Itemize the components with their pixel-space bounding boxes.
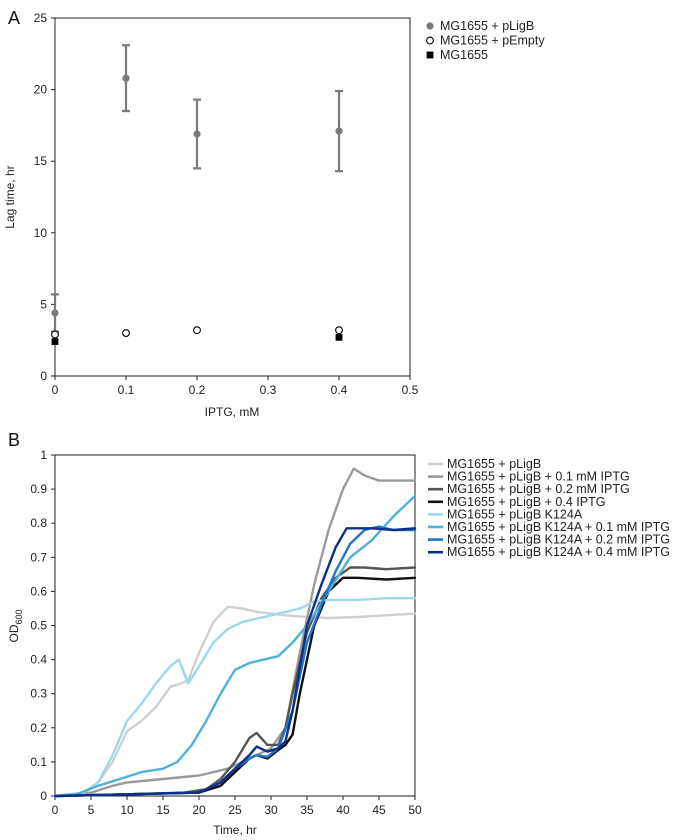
data-point-mg1655 (51, 338, 59, 346)
panel-b-y-axis-label: OD600 (7, 609, 24, 642)
panel-a-y-tick-label: 0 (40, 369, 47, 383)
growth-curve-series-4 (53, 576, 417, 798)
panel-b-x-tick-label: 10 (120, 803, 134, 817)
growth-curve-series-2 (53, 467, 417, 798)
panel-a-y-tick-label: 25 (34, 11, 48, 25)
panel-b-x-tick-label: 5 (88, 803, 95, 817)
panel-a-y-tick-label: 20 (34, 83, 48, 97)
growth-curve-series-6 (53, 494, 417, 798)
legend-label: MG1655 + pLigB K124A + 0.4 mM IPTG (447, 545, 670, 559)
panel-a-y-ticks: 0 5 10 15 20 25 (34, 11, 55, 383)
legend-label: MG1655 + pLigB K124A + 0.1 mM IPTG (447, 520, 670, 534)
data-point-pempty (51, 330, 59, 339)
panel-a-x-tick-label: 0.4 (331, 383, 348, 397)
legend-marker-filled-square (426, 51, 434, 59)
data-point-pempty (122, 329, 130, 337)
legend-label: MG1655 + pLigB K124A (447, 507, 583, 521)
panel-a-x-ticks: 0 0.1 0.2 0.3 0.4 0.5 (52, 376, 419, 397)
panel-b-y-tick-label: 0.2 (30, 721, 47, 735)
panel-a-data (51, 44, 343, 346)
panel-b-y-tick-label: 0.6 (30, 584, 47, 598)
panel-a-y-axis-label: Lag time, hr (3, 165, 17, 228)
panel-b-y-tick-label: 0 (40, 789, 47, 803)
panel-a-y-tick-label: 10 (34, 226, 48, 240)
panel-b-y-tick-label: 0.7 (30, 550, 47, 564)
panel-a-x-tick-label: 0.3 (260, 383, 277, 397)
panel-a-x-tick-label: 0.2 (189, 383, 206, 397)
panel-b-data (53, 467, 417, 798)
panel-b-y-tick-label: 0.3 (30, 687, 47, 701)
data-point-pempty (335, 326, 343, 335)
legend-label: MG1655 + pEmpty (440, 34, 545, 48)
legend-label: MG1655 + pLigB + 0.4 IPTG (447, 495, 605, 509)
panel-a: A 0 0.1 0.2 0.3 0.4 0.5 0 5 10 15 20 25 IPTG, mM L… (3, 8, 545, 419)
panel-a-x-tick-label: 0.5 (402, 383, 419, 397)
panel-a-letter: A (8, 8, 20, 28)
panel-a-x-axis-label: IPTG, mM (205, 405, 260, 419)
data-point-pligb (193, 130, 201, 138)
panel-b-y-tick-label: 0.8 (30, 516, 47, 530)
panel-a-plot-frame (54, 17, 411, 377)
panel-a-x-tick-label: 0 (52, 383, 59, 397)
data-point-pligb (335, 127, 343, 135)
panel-b-x-axis-label: Time, hr (213, 823, 257, 837)
panel-b-x-ticks: 0 5 10 15 20 25 30 35 40 45 50 (52, 796, 422, 817)
panel-a-y-tick-label: 5 (40, 297, 47, 311)
panel-a-y-tick-label: 15 (34, 154, 48, 168)
panel-b-x-tick-label: 30 (264, 803, 278, 817)
data-point-pligb (51, 309, 59, 317)
panel-b-y-tick-label: 0.9 (30, 482, 47, 496)
panel-b-x-tick-label: 20 (192, 803, 206, 817)
legend-label: MG1655 + pLigB + 0.2 mM IPTG (447, 482, 630, 496)
data-point-pempty (193, 326, 201, 335)
panel-b-x-tick-label: 45 (372, 803, 386, 817)
panel-a-x-tick-label: 0.1 (118, 383, 135, 397)
panel-b-x-tick-label: 25 (228, 803, 242, 817)
panel-b-x-tick-label: 35 (300, 803, 314, 817)
panel-b-x-tick-label: 50 (408, 803, 422, 817)
panel-b-y-axis-label-main: OD (7, 624, 21, 642)
panel-b-y-tick-label: 0.4 (30, 653, 47, 667)
legend-label: MG1655 + pLigB (440, 19, 534, 33)
legend-label: MG1655 (440, 48, 488, 62)
panel-b-letter: B (8, 430, 20, 450)
data-point-pligb (122, 74, 130, 82)
panel-b-y-tick-label: 0.5 (30, 619, 47, 633)
panel-b-y-tick-label: 1 (40, 448, 47, 462)
legend-marker-open-circle (426, 36, 434, 45)
legend-marker-filled-circle (426, 22, 434, 30)
panel-b-x-tick-label: 15 (156, 803, 170, 817)
legend-label: MG1655 + pLigB (447, 457, 541, 471)
data-point-mg1655 (335, 333, 343, 341)
legend-label: MG1655 + pLigB + 0.1 mM IPTG (447, 470, 630, 484)
panel-b-y-ticks: 0 0.1 0.2 0.3 0.4 0.5 0.6 0.7 0.8 0.9 1 (30, 448, 55, 803)
panel-b-x-tick-label: 40 (336, 803, 350, 817)
panel-b-y-tick-label: 0.1 (30, 755, 47, 769)
panel-b-x-tick-label: 0 (52, 803, 59, 817)
legend-label: MG1655 + pLigB K124A + 0.2 mM IPTG (447, 533, 670, 547)
panel-b-y-axis-label-sub: 600 (14, 609, 24, 624)
panel-b: B 0 5 10 15 20 25 30 35 40 45 50 00.10.20.30.40.50… (7, 430, 670, 837)
growth-curve-series-8 (53, 527, 417, 798)
